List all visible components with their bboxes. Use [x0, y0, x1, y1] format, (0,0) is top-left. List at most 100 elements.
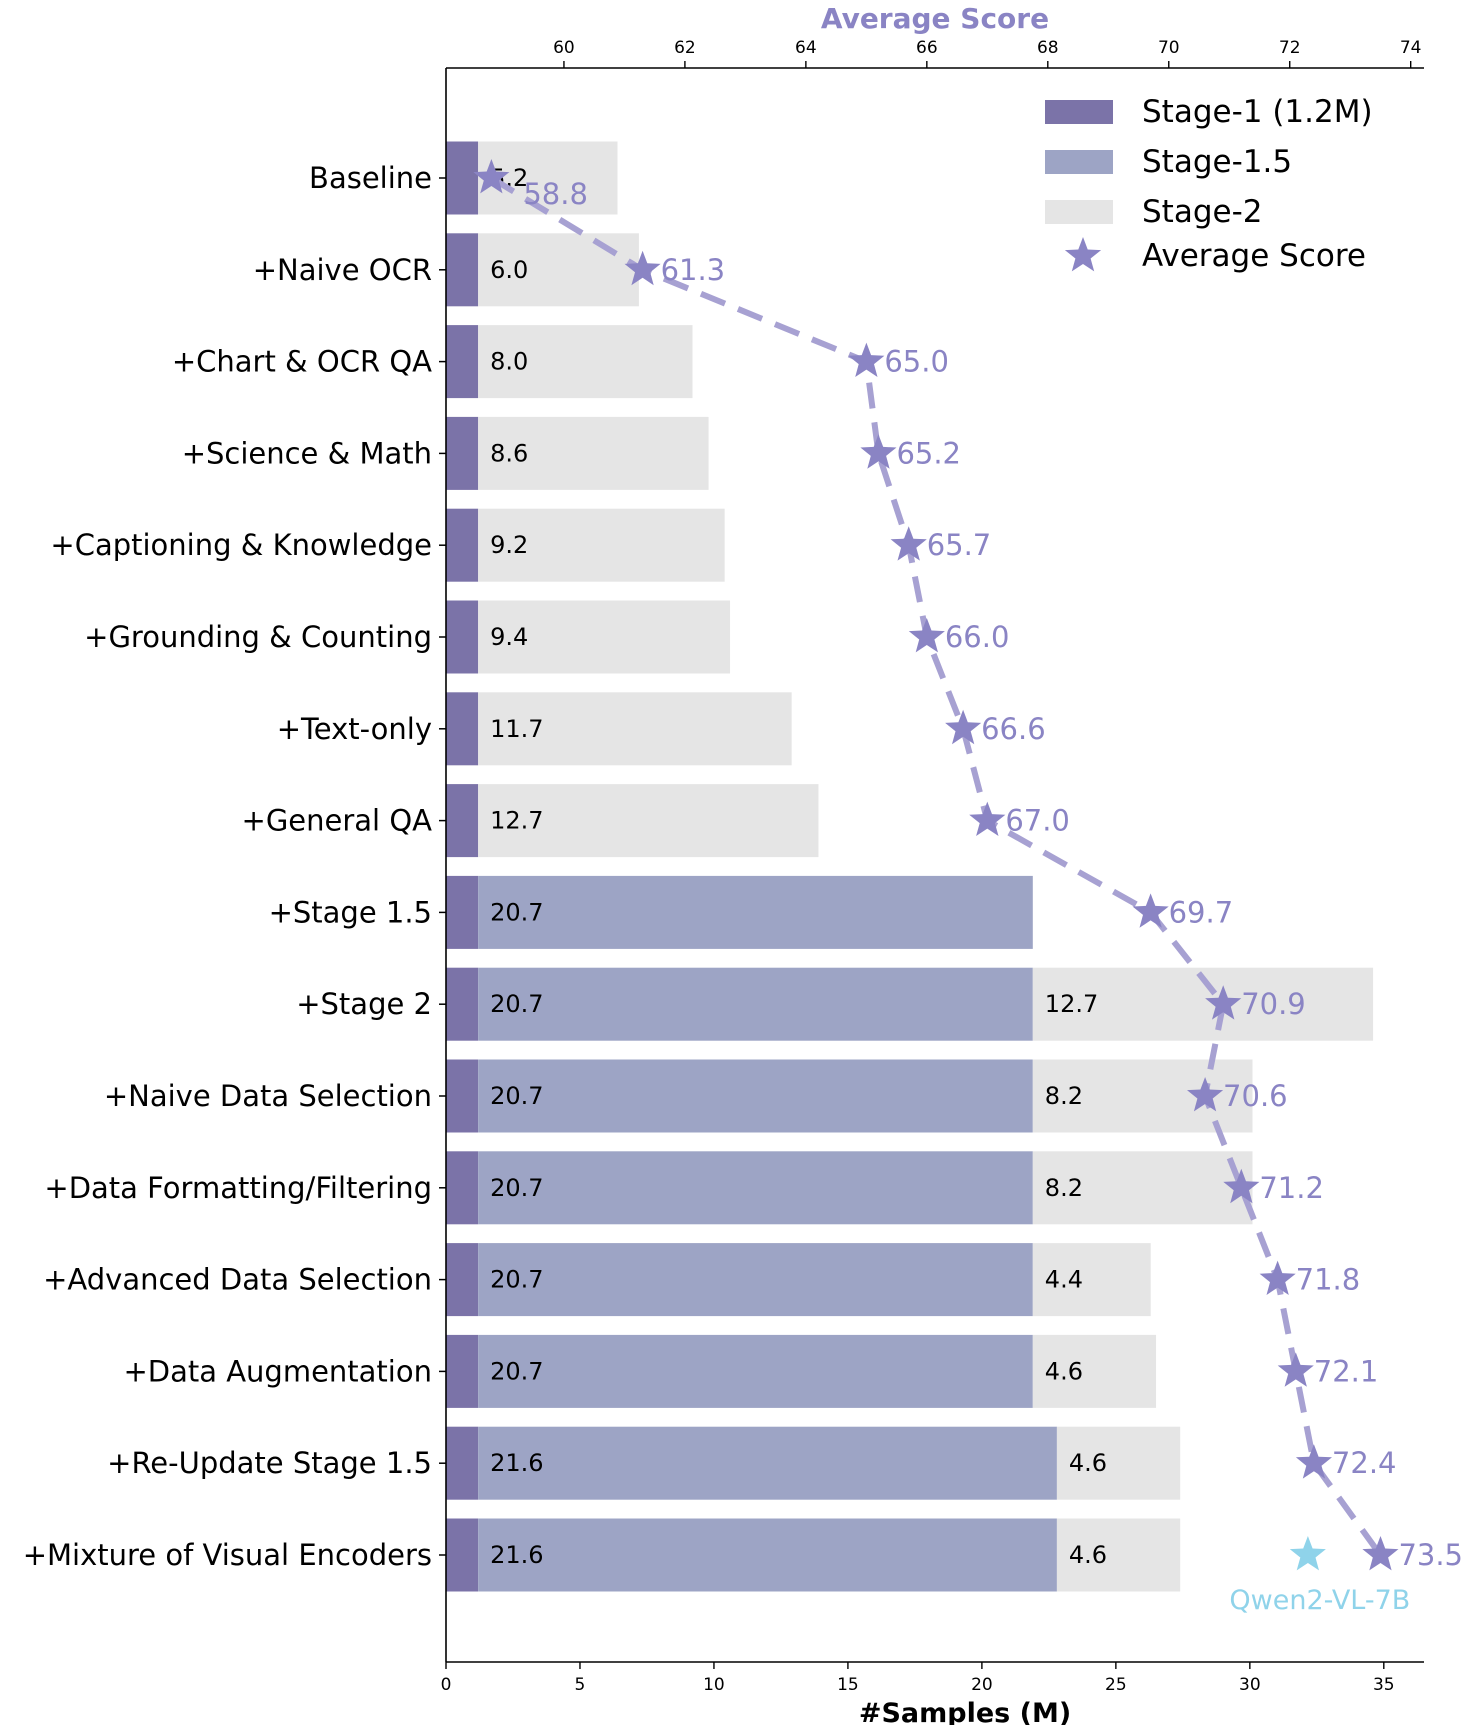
score-line — [489, 175, 1383, 1557]
score-label-12: 71.8 — [1296, 1263, 1361, 1297]
bar-stage2-7 — [478, 784, 819, 858]
score-label-11: 71.2 — [1259, 1171, 1324, 1205]
bar-stage2-14 — [1056, 1426, 1181, 1500]
score-label-13: 72.1 — [1314, 1354, 1379, 1388]
score-label-14: 72.4 — [1332, 1446, 1397, 1480]
category-label: +Re-Update Stage 1.5 — [107, 1446, 432, 1480]
x2-tick-label: 66 — [916, 38, 938, 58]
category-label: +Data Augmentation — [123, 1354, 432, 1388]
bar-stage15-11 — [478, 1151, 1033, 1225]
bar-label-15-a: 21.6 — [490, 1541, 543, 1569]
score-label-4: 65.7 — [927, 528, 992, 562]
bar-label-1-a: 6.0 — [490, 256, 528, 284]
score-label-1: 61.3 — [661, 253, 726, 287]
bar-stage1-9 — [446, 967, 479, 1041]
x-tick-label: 25 — [1105, 1675, 1127, 1695]
bar-label-6-a: 11.7 — [490, 715, 543, 743]
bar-stage1-15 — [446, 1518, 479, 1592]
x-tick-label: 20 — [971, 1675, 993, 1695]
bar-stage1-1 — [446, 233, 479, 307]
score-label-9: 70.9 — [1241, 987, 1306, 1021]
x2-tick-label: 60 — [553, 38, 575, 58]
bar-stage2-15 — [1056, 1518, 1181, 1592]
score-star-1 — [624, 250, 661, 286]
x2-tick-label: 72 — [1279, 38, 1301, 58]
bar-label-5-a: 9.4 — [490, 623, 528, 651]
bar-stage15-8 — [478, 875, 1033, 949]
legend-label: Average Score — [1142, 238, 1366, 274]
category-label: +Data Formatting/Filtering — [44, 1171, 432, 1205]
category-label: +Stage 1.5 — [269, 895, 432, 929]
bar-stage1-6 — [446, 692, 479, 766]
score-star-3 — [860, 434, 897, 469]
x2-tick-label: 64 — [795, 38, 817, 58]
bar-stage2-1 — [478, 233, 639, 307]
score-markers: 58.8 61.3 65.0 65.2 65.7 66.0 66.6 67.0 69.7 70.9… — [473, 159, 1462, 1572]
reference-star — [1289, 1536, 1326, 1571]
bar-stage2-12 — [1032, 1243, 1151, 1317]
bar-stage2-4 — [478, 508, 725, 582]
bar-stage15-14 — [478, 1426, 1057, 1500]
bar-label-12-b: 4.4 — [1045, 1266, 1083, 1294]
category-label: +General QA — [242, 804, 433, 838]
legend: Stage-1 (1.2M) Stage-1.5 Stage-2 Average Sc… — [1045, 94, 1373, 274]
bar-label-14-a: 21.6 — [490, 1449, 543, 1477]
x-tick-label: 5 — [575, 1675, 586, 1695]
category-label: +Stage 2 — [296, 987, 432, 1021]
bar-label-8-a: 20.7 — [490, 898, 543, 926]
legend-swatch — [1045, 200, 1113, 224]
bar-label-11-b: 8.2 — [1045, 1174, 1083, 1202]
legend-label: Stage-2 — [1142, 194, 1263, 230]
category-label: +Mixture of Visual Encoders — [23, 1538, 432, 1572]
score-label-15: 73.5 — [1398, 1538, 1462, 1572]
bar-stage2-10 — [1032, 1059, 1253, 1133]
bar-stage2-11 — [1032, 1151, 1253, 1225]
bar-stage2-6 — [478, 692, 792, 766]
bar-label-7-a: 12.7 — [490, 807, 543, 835]
x-tick-label: 30 — [1239, 1675, 1261, 1695]
category-label: +Science & Math — [182, 436, 432, 470]
bar-stage1-3 — [446, 416, 479, 490]
category-label: +Chart & OCR QA — [172, 345, 432, 379]
score-star-11 — [1223, 1168, 1260, 1204]
x-tick-label: 15 — [837, 1675, 859, 1695]
bar-label-10-a: 20.7 — [490, 1082, 543, 1110]
bar-label-10-b: 8.2 — [1045, 1082, 1083, 1110]
score-star-2 — [848, 342, 885, 377]
legend-swatch — [1045, 100, 1113, 124]
bar-label-9-b: 12.7 — [1045, 990, 1098, 1018]
score-label-7: 67.0 — [1005, 804, 1070, 838]
score-star-14 — [1295, 1444, 1332, 1479]
score-label-6: 66.6 — [981, 712, 1046, 746]
x2-axis-ticks: 60 62 64 66 68 70 72 74 Average Score — [553, 2, 1422, 68]
bar-label-13-a: 20.7 — [490, 1357, 543, 1385]
category-label: +Naive Data Selection — [104, 1079, 432, 1113]
score-star-5 — [908, 618, 945, 653]
score-label-5: 66.0 — [945, 620, 1010, 654]
score-star-4 — [890, 526, 927, 561]
bar-stage2-3 — [478, 416, 709, 490]
bars-group — [446, 141, 1374, 1592]
legend-label: Stage-1.5 — [1142, 144, 1292, 180]
x2-tick-label: 62 — [674, 38, 696, 58]
x-axis-title: #Samples (M) — [859, 1698, 1071, 1725]
score-star-6 — [945, 709, 982, 745]
score-star-7 — [969, 801, 1006, 836]
reference-label: Qwen2-VL-7B — [1229, 1585, 1410, 1616]
bar-label-3-a: 8.6 — [490, 439, 528, 467]
bar-stage2-2 — [478, 325, 693, 399]
bar-label-4-a: 9.2 — [490, 531, 528, 559]
category-label: +Grounding & Counting — [84, 620, 432, 654]
legend-swatch — [1045, 150, 1113, 174]
score-star-12 — [1259, 1260, 1296, 1295]
category-label: +Text-only — [277, 712, 432, 746]
score-star-10 — [1187, 1077, 1224, 1112]
bar-stage1-2 — [446, 325, 479, 399]
x2-tick-label: 68 — [1037, 38, 1059, 58]
x2-tick-label: 74 — [1400, 38, 1422, 58]
score-star-9 — [1205, 985, 1242, 1020]
bar-stage2-13 — [1032, 1334, 1157, 1408]
bar-label-14-b: 4.6 — [1069, 1449, 1107, 1477]
score-label-0: 58.8 — [523, 177, 588, 211]
